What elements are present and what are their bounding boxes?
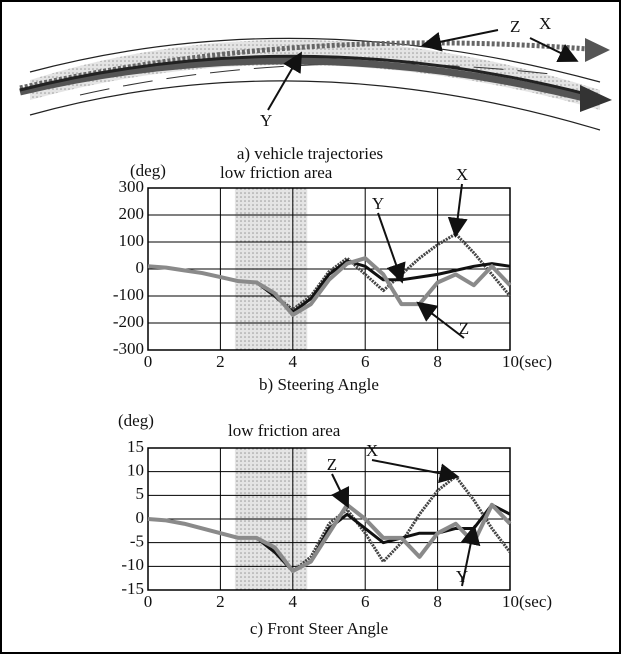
y-tick-label: -100 bbox=[113, 285, 144, 304]
chart: -15 -10 -5 0 5 10 15 0 2 4 6 8 10(sec) X Y Z (deg) low fr… bbox=[118, 411, 552, 638]
y-tick-label: -15 bbox=[121, 579, 144, 598]
y-tick-label: 0 bbox=[136, 508, 145, 527]
y-tick-label: 0 bbox=[136, 258, 145, 277]
x-tick-label: 6 bbox=[361, 352, 370, 371]
x-tick-label: 4 bbox=[289, 352, 298, 371]
trajectory-label: X bbox=[539, 14, 551, 33]
series-line bbox=[148, 258, 510, 315]
figure: Z Y a) vehicle trajectories X -300 -200 -1… bbox=[0, 0, 621, 654]
frame bbox=[1, 1, 620, 653]
callout-arrow bbox=[332, 474, 347, 505]
callout-arrow bbox=[378, 213, 401, 280]
series-line bbox=[148, 505, 510, 571]
callout-label: Z bbox=[327, 455, 337, 474]
x-tick-label: 0 bbox=[144, 352, 153, 371]
y-tick-label: 5 bbox=[136, 484, 145, 503]
y-tick-label: -300 bbox=[113, 339, 144, 358]
callout-arrow bbox=[372, 460, 456, 476]
y-tick-label: 10 bbox=[127, 461, 144, 480]
trajectory-label: Z bbox=[510, 17, 520, 36]
diagram-caption: a) vehicle trajectories bbox=[237, 144, 383, 163]
x-tick-label: 2 bbox=[216, 592, 225, 611]
annotation: low friction area bbox=[220, 163, 333, 182]
y-tick-label: 200 bbox=[119, 204, 145, 223]
series-line bbox=[148, 505, 510, 571]
chart-caption: c) Front Steer Angle bbox=[250, 619, 388, 638]
callout-label: Y bbox=[456, 567, 468, 586]
x-tick-label: 2 bbox=[216, 352, 225, 371]
y-unit: (deg) bbox=[130, 161, 166, 180]
y-tick-label: 100 bbox=[119, 231, 145, 250]
y-tick-label: -200 bbox=[113, 312, 144, 331]
y-tick-label: 15 bbox=[127, 437, 144, 456]
callout-label: Y bbox=[372, 194, 384, 213]
x-tick-label: 10(sec) bbox=[502, 592, 552, 611]
x-tick-label: 8 bbox=[433, 352, 442, 371]
y-unit: (deg) bbox=[118, 411, 154, 430]
trajectory-label: Y bbox=[260, 111, 272, 130]
callout-label: X bbox=[456, 165, 468, 184]
x-tick-label: 10(sec) bbox=[502, 352, 552, 371]
y-tick-label: -10 bbox=[121, 555, 144, 574]
chart-caption: b) Steering Angle bbox=[259, 375, 379, 394]
callout-arrow bbox=[420, 304, 465, 338]
trajectory-diagram: Z Y a) vehicle trajectories bbox=[20, 17, 612, 163]
callout-label: Z bbox=[459, 319, 469, 338]
annotation: low friction area bbox=[228, 421, 341, 440]
x-tick-label: 6 bbox=[361, 592, 370, 611]
x-tick-label: 0 bbox=[144, 592, 153, 611]
callout-label: X bbox=[366, 441, 378, 460]
callout-arrow bbox=[456, 184, 462, 234]
x-tick-label: 4 bbox=[289, 592, 298, 611]
y-tick-label: -5 bbox=[130, 532, 144, 551]
x-tick-label: 8 bbox=[433, 592, 442, 611]
